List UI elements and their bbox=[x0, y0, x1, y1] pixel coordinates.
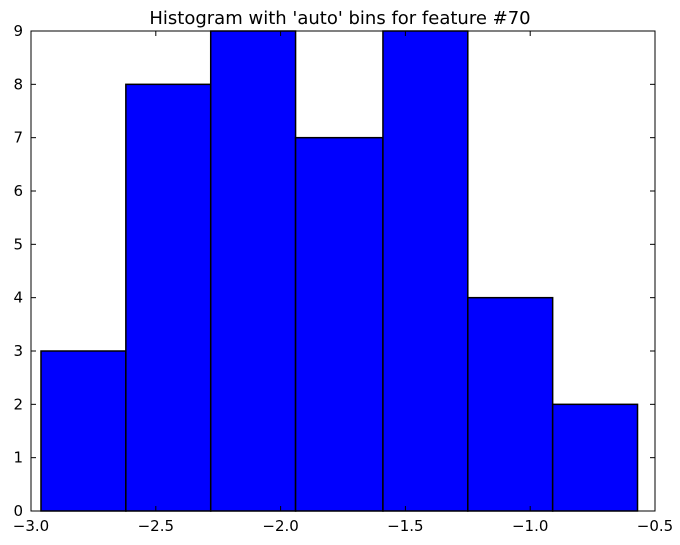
y-tick-label: 5 bbox=[13, 235, 23, 253]
plot-frame bbox=[30, 30, 656, 512]
y-tick-label: 4 bbox=[13, 289, 23, 307]
chart-title: Histogram with 'auto' bins for feature #… bbox=[149, 8, 530, 29]
histogram-bar-3 bbox=[209, 30, 297, 512]
y-tick-label: 8 bbox=[13, 75, 23, 93]
y-tick-label: 7 bbox=[13, 129, 23, 147]
x-tick-label: −2.5 bbox=[138, 517, 174, 535]
x-tick-label: −1.5 bbox=[387, 517, 423, 535]
histogram-bar-6 bbox=[467, 296, 554, 512]
x-tick-label: −2.0 bbox=[262, 517, 298, 535]
bars-group bbox=[40, 30, 639, 512]
y-tick-label: 6 bbox=[13, 182, 23, 200]
histogram-bar-1 bbox=[40, 350, 127, 512]
y-tick-label: 9 bbox=[13, 22, 23, 40]
x-tick-label: −0.5 bbox=[637, 517, 673, 535]
y-tick-label: 3 bbox=[13, 342, 23, 360]
histogram-bar-4 bbox=[294, 136, 384, 512]
y-tick-label: 1 bbox=[13, 449, 23, 467]
histogram-bar-5 bbox=[382, 30, 469, 512]
histogram-bar-2 bbox=[125, 83, 212, 512]
x-tick-label: −3.0 bbox=[13, 517, 49, 535]
y-tick-label: 0 bbox=[13, 502, 23, 520]
tick-labels-group: −3.0 −2.5 −2.0 −1.5 −1.0 −0.5 0 1 2 3 4 5 6 7 8 9 bbox=[13, 22, 673, 535]
histogram-bar-7 bbox=[551, 403, 639, 512]
x-tick-label: −1.0 bbox=[512, 517, 548, 535]
y-tick-label: 2 bbox=[13, 395, 23, 413]
